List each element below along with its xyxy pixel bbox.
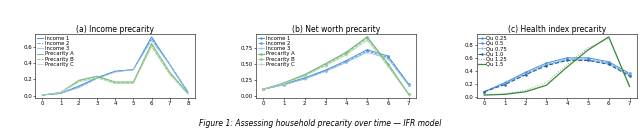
Title: (b) Net worth precarity: (b) Net worth precarity: [292, 25, 380, 34]
Legend: Qu 0.25, Qu 0.5, Qu 0.75, Qu 1.0, Qu 1.25, Qu 1.5: Qu 0.25, Qu 0.5, Qu 0.75, Qu 1.0, Qu 1.2…: [478, 35, 508, 67]
Title: (c) Health index precarity: (c) Health index precarity: [508, 25, 606, 34]
Legend: Income 1, Income 2, Income 3, Precarity A, Precarity B, Precarity C: Income 1, Income 2, Income 3, Precarity …: [36, 35, 74, 67]
Legend: Income 1, Income 2, Income 3, Precarity A, Precarity B, Precarity C: Income 1, Income 2, Income 3, Precarity …: [257, 35, 295, 67]
Title: (a) Income precarity: (a) Income precarity: [76, 25, 154, 34]
Text: Figure 1: Assessing household precarity over time — IFR model: Figure 1: Assessing household precarity …: [199, 119, 441, 128]
